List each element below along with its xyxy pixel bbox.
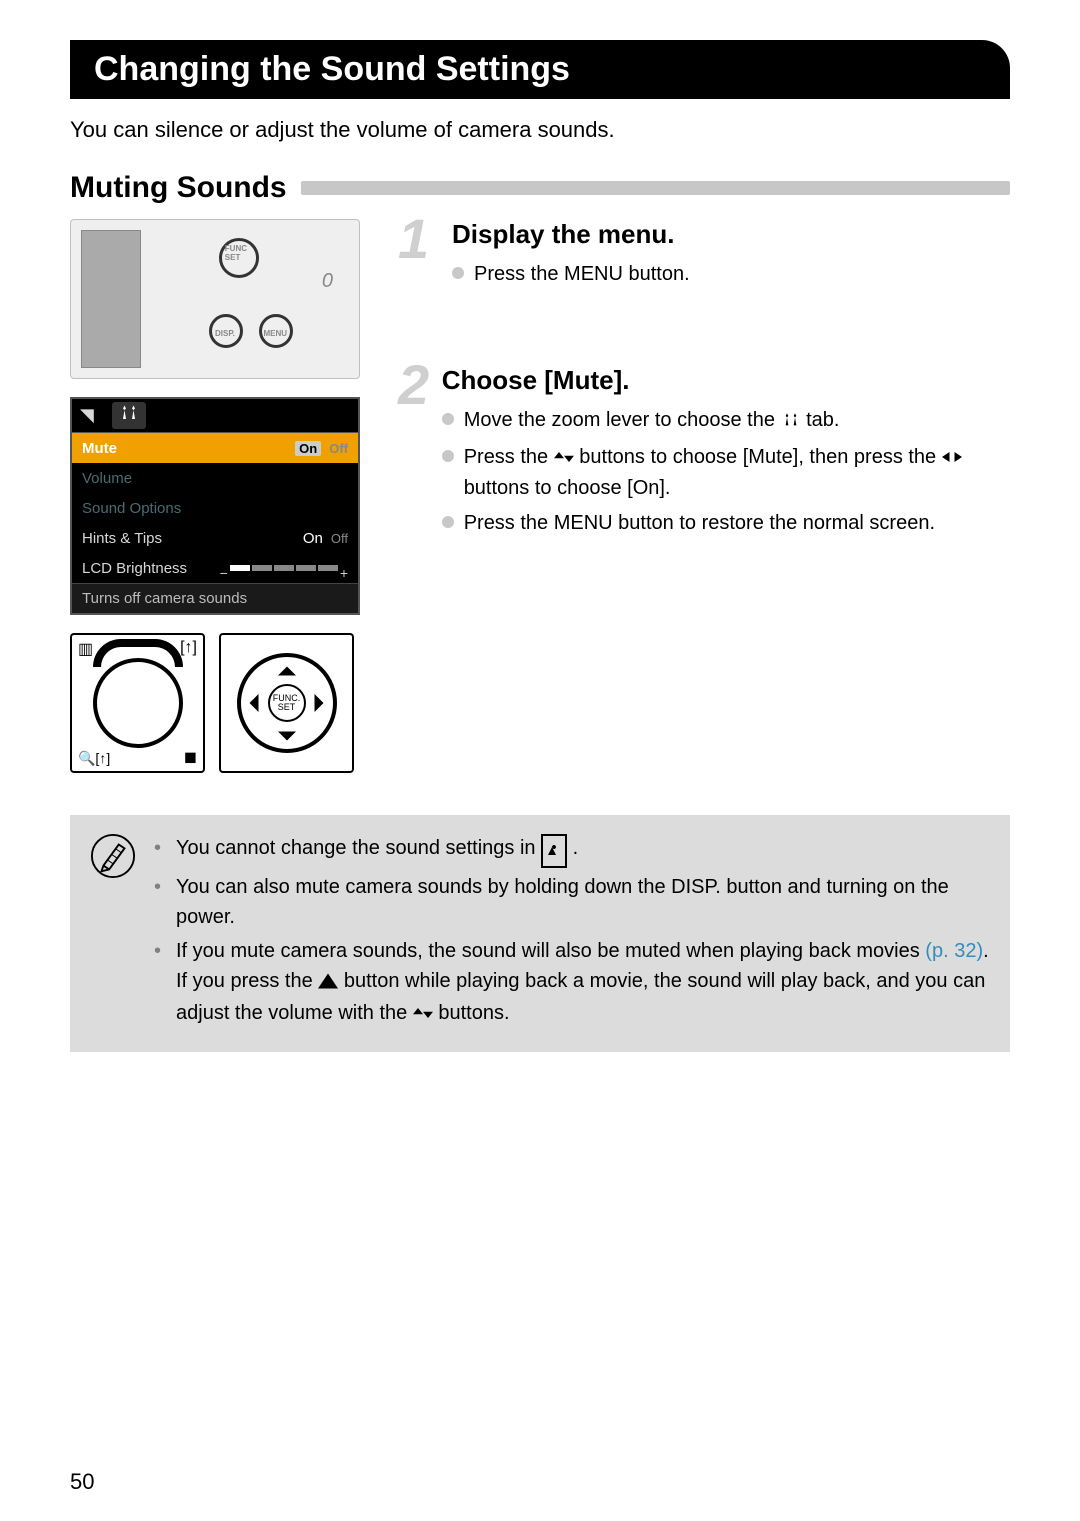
bullet-text: Press the MENU button to restore the nor…: [464, 509, 935, 538]
section-rule: [301, 181, 1010, 195]
up-arrow-icon: [318, 968, 338, 998]
func-set-label: FUNC.SET: [268, 684, 306, 722]
menu-footer: Turns off camera sounds: [72, 583, 358, 613]
control-diagrams: ▥ [↑] 🔍[↑] ◼ FUNC.SET: [70, 633, 370, 773]
intro-text: You can silence or adjust the volume of …: [70, 117, 1010, 143]
steps-column: 1 Display the menu. Press the MENU butto…: [398, 219, 1010, 791]
section-header: Muting Sounds: [70, 171, 1010, 205]
menu-row-hints: Hints & Tips On Off: [72, 523, 358, 553]
tip-item: • You cannot change the sound settings i…: [154, 833, 990, 868]
menu-tabs: ◥: [72, 399, 358, 433]
camera-tab-icon: ◥: [80, 405, 94, 426]
bullet-dot-icon: [442, 516, 454, 528]
tip-dot-icon: •: [154, 872, 166, 932]
left-right-arrows-icon: [942, 445, 962, 474]
up-down-arrows-icon: [413, 1000, 433, 1030]
bullet-text: Press the buttons to choose [Mute], then…: [464, 443, 1010, 503]
tools-tab-icon: [112, 402, 146, 429]
up-arrow-icon: [278, 662, 296, 680]
tip-text: You can also mute camera sounds by holdi…: [176, 872, 990, 932]
menu-row-label: Hints & Tips: [82, 530, 162, 547]
page-title: Changing the Sound Settings: [94, 50, 986, 89]
menu-value-on: On: [303, 530, 323, 547]
step-bullet: Move the zoom lever to choose the tab.: [442, 406, 1010, 437]
tools-icon: [781, 408, 801, 437]
menu-word-icon: MENU: [564, 263, 623, 285]
tip-box: • You cannot change the sound settings i…: [70, 815, 1010, 1052]
left-arrow-icon: [245, 694, 263, 712]
tip-item: • If you mute camera sounds, the sound w…: [154, 936, 990, 1030]
menu-value-off: Off: [329, 441, 348, 456]
step-2: 2 Choose [Mute]. Move the zoom lever to …: [398, 365, 1010, 544]
menu-row-label: Sound Options: [82, 500, 181, 517]
menu-row-sound-options: Sound Options: [72, 493, 358, 523]
bullet-dot-icon: [442, 413, 454, 425]
step-heading: Choose [Mute].: [442, 365, 1010, 396]
bullet-text: Move the zoom lever to choose the tab.: [464, 406, 840, 437]
step-bullet: Press the buttons to choose [Mute], then…: [442, 443, 1010, 503]
bullet-text: Press the MENU button.: [474, 260, 690, 289]
disp-word-icon: DISP.: [671, 876, 721, 898]
step-heading: Display the menu.: [452, 219, 690, 250]
pencil-note-icon: [90, 833, 136, 879]
scene-mode-icon: [541, 834, 567, 868]
muting-layout: FUNCSET DISP. MENU 0 ◥ Mute On Off: [70, 219, 1010, 791]
page-number: 50: [70, 1469, 94, 1495]
menu-row-label: Volume: [82, 470, 132, 487]
down-arrow-icon: [278, 727, 296, 745]
step-bullet: Press the MENU button to restore the nor…: [442, 509, 1010, 538]
page-title-bar: Changing the Sound Settings: [70, 40, 1010, 99]
zoom-lever-diagram: ▥ [↑] 🔍[↑] ◼: [70, 633, 205, 773]
tip-text: You cannot change the sound settings in …: [176, 833, 578, 868]
brightness-slider: −+: [220, 565, 348, 571]
step-bullet: Press the MENU button.: [452, 260, 690, 289]
menu-value-off: Off: [331, 531, 348, 546]
step-number: 2: [398, 363, 434, 544]
camera-menu-screenshot: ◥ Mute On Off Volume Sound Options Hints…: [70, 397, 360, 615]
bullet-dot-icon: [442, 450, 454, 462]
dpad-diagram: FUNC.SET: [219, 633, 354, 773]
menu-row-volume: Volume: [72, 463, 358, 493]
page-reference: (p. 32): [925, 940, 983, 962]
tip-item: • You can also mute camera sounds by hol…: [154, 872, 990, 932]
menu-row-label: Mute: [82, 440, 117, 457]
tip-dot-icon: •: [154, 936, 166, 1030]
tip-list: • You cannot change the sound settings i…: [154, 833, 990, 1034]
tip-text: If you mute camera sounds, the sound wil…: [176, 936, 990, 1030]
tip-dot-icon: •: [154, 833, 166, 868]
menu-value-on: On: [295, 441, 321, 456]
menu-row-mute: Mute On Off: [72, 433, 358, 463]
step-number: 1: [398, 217, 444, 295]
bullet-dot-icon: [452, 267, 464, 279]
menu-row-lcd: LCD Brightness −+: [72, 553, 358, 583]
right-arrow-icon: [310, 694, 328, 712]
step-1: 1 Display the menu. Press the MENU butto…: [398, 219, 1010, 295]
camera-photo: FUNCSET DISP. MENU 0: [70, 219, 360, 379]
menu-row-label: LCD Brightness: [82, 560, 187, 577]
up-down-arrows-icon: [554, 445, 574, 474]
left-column: FUNCSET DISP. MENU 0 ◥ Mute On Off: [70, 219, 370, 791]
section-heading: Muting Sounds: [70, 171, 287, 205]
menu-word-icon: MENU: [554, 512, 613, 534]
